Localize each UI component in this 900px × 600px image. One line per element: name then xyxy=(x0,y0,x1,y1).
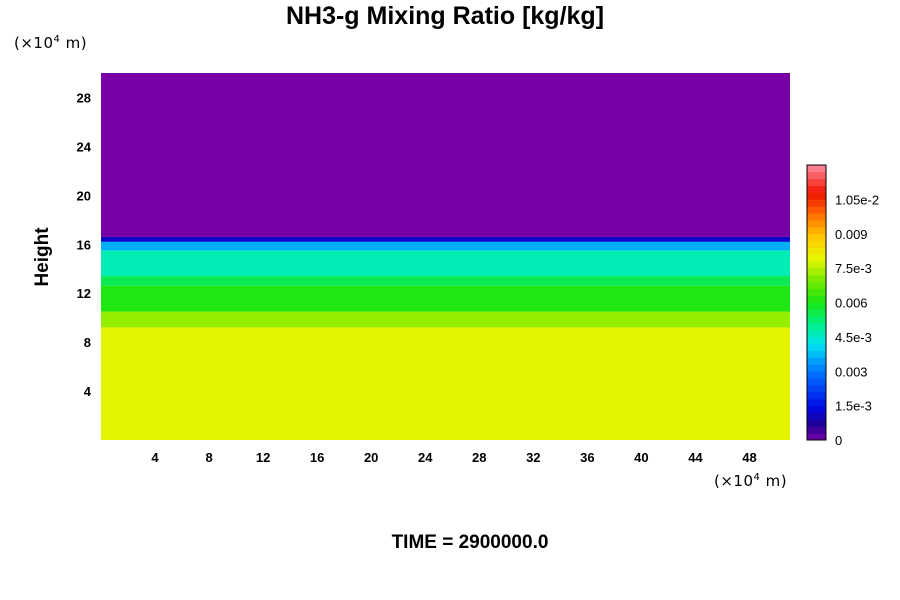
field-layer-7 xyxy=(101,73,790,237)
field-layer-5 xyxy=(101,241,790,251)
colorbar-segment xyxy=(807,433,826,441)
colorbar-segment xyxy=(807,412,826,420)
colorbar: 0 1.5e-3 0.003 4.5e-3 0.006 7.5e-3 0.009 1.05e-… xyxy=(806,164,879,448)
colorbar-tick-label: 0.009 xyxy=(835,227,868,242)
colorbar-segment xyxy=(807,268,826,276)
field-layer-0 xyxy=(101,327,790,440)
colorbar-segment xyxy=(807,226,826,235)
x-tick-label: 24 xyxy=(418,450,433,465)
colorbar-segment xyxy=(807,171,826,180)
colorbar-segment xyxy=(807,254,826,262)
field-layer-6 xyxy=(101,236,790,242)
chart-title: NH3-g Mixing Ratio [kg/kg] xyxy=(285,2,605,30)
plot-area xyxy=(101,73,790,440)
colorbar-frame xyxy=(806,164,827,441)
colorbar-segment xyxy=(807,165,826,173)
y-tick-label: 4 xyxy=(84,384,92,399)
field-layer-2 xyxy=(101,285,790,312)
colorbar-segment xyxy=(807,391,826,400)
colorbar-segment xyxy=(807,302,826,310)
colorbar-segment xyxy=(807,178,826,187)
colorbar-segment xyxy=(807,405,826,413)
colorbar-tick-label: 4.5e-3 xyxy=(835,330,872,345)
x-tick-label: 8 xyxy=(205,450,212,465)
y-tick-label: 20 xyxy=(77,188,91,203)
y-tick-label: 12 xyxy=(77,286,91,301)
x-tick-label: 12 xyxy=(256,450,270,465)
colorbar-segment xyxy=(807,288,826,297)
colorbar-segment xyxy=(807,247,826,255)
colorbar-segment xyxy=(807,350,826,358)
field-layer-3 xyxy=(101,276,790,286)
colorbar-segment xyxy=(807,261,826,269)
field-layer-4 xyxy=(101,250,790,277)
colorbar-tick-label: 1.5e-3 xyxy=(835,399,872,414)
y-tick-label: 24 xyxy=(77,139,92,154)
colorbar-segment xyxy=(807,275,826,283)
x-tick-label: 48 xyxy=(742,450,756,465)
colorbar-tick-label: 1.05e-2 xyxy=(835,192,879,207)
y-tick-label: 28 xyxy=(77,90,91,105)
x-tick-label: 40 xyxy=(634,450,648,465)
x-tick-label: 20 xyxy=(364,450,378,465)
colorbar-segment xyxy=(807,281,826,290)
colorbar-segment xyxy=(807,330,826,338)
colorbar-segment xyxy=(807,185,826,193)
colorbar-segment xyxy=(807,206,826,214)
x-tick-label: 36 xyxy=(580,450,594,465)
colorbar-segment xyxy=(807,419,826,427)
colorbar-segment xyxy=(807,426,826,434)
colorbar-tick-label: 0.003 xyxy=(835,364,868,379)
colorbar-segment xyxy=(807,316,826,324)
x-tick-label: 16 xyxy=(310,450,324,465)
x-tick-label: 44 xyxy=(688,450,703,465)
colorbar-segment xyxy=(807,364,826,372)
x-tick-label: 4 xyxy=(151,450,159,465)
field-layer-1 xyxy=(101,311,790,328)
colorbar-segment xyxy=(807,398,826,407)
colorbar-tick-label: 0.006 xyxy=(835,296,868,311)
colorbar-segment xyxy=(807,323,826,331)
colorbar-segment xyxy=(807,240,826,248)
y-axis: 4 8 12 16 20 24 28 xyxy=(77,90,92,399)
colorbar-tick-label: 0 xyxy=(835,433,842,448)
colorbar-segment xyxy=(807,295,826,303)
y-tick-label: 8 xyxy=(84,335,91,350)
colorbar-segment xyxy=(807,336,826,345)
time-footer: TIME = 2900000.0 xyxy=(391,532,549,553)
x-tick-label: 28 xyxy=(472,450,486,465)
colorbar-segment xyxy=(807,233,826,242)
colorbar-segment xyxy=(807,371,826,379)
x-tick-label: 32 xyxy=(526,450,540,465)
colorbar-tick-label: 7.5e-3 xyxy=(835,261,872,276)
colorbar-segment xyxy=(807,357,826,365)
x-axis-unit: (×104 m) xyxy=(714,472,788,490)
colorbar-segment xyxy=(807,199,826,207)
colorbar-segment xyxy=(807,213,826,221)
colorbar-segment xyxy=(807,385,826,393)
y-axis-unit: (×104 m) xyxy=(14,34,88,52)
colorbar-segment xyxy=(807,220,826,228)
y-tick-label: 16 xyxy=(77,237,91,252)
x-axis: 4 8 12 16 20 24 28 32 36 40 44 48 xyxy=(151,450,756,465)
colorbar-segment xyxy=(807,378,826,386)
colorbar-segment xyxy=(807,192,826,200)
colorbar-segment xyxy=(807,343,826,352)
colorbar-segment xyxy=(807,309,826,317)
